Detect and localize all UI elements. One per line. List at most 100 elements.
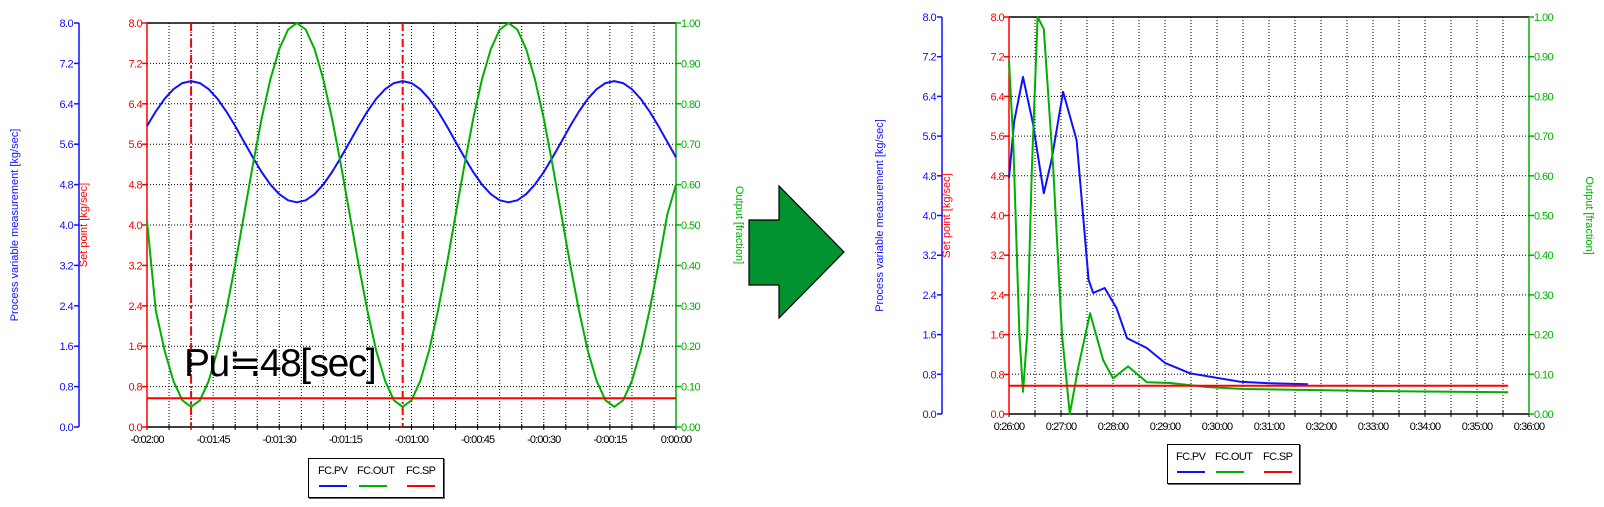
sp-axis-tick-label: 7.2 (991, 52, 1005, 64)
x-axis-tick-label: 0:33:00 (1358, 421, 1389, 433)
sp-axis-tick-label: 5.6 (991, 131, 1005, 143)
out-axis-tick-label: 0.80 (681, 99, 700, 111)
x-axis-tick-label: 0:34:00 (1410, 421, 1441, 433)
oscillation-trend-chart: 0.0 0.0 0.00 0.8 0.8 0.10 1.6 1.6 0.20 2.4 2.4 0.30… (9, 18, 745, 446)
sp-axis-tick-label: 4.0 (991, 211, 1005, 223)
sp-axis-tick-label: 1.6 (991, 330, 1005, 342)
sp-axis-tick-label: 3.2 (129, 260, 143, 272)
legend-label-out: FC.OUT (357, 465, 395, 477)
x-axis-tick-label: 0:32:00 (1306, 421, 1337, 433)
pv-axis-title: Process variable measurement [kg/sec] (9, 129, 21, 322)
sp-axis-tick-label: 3.2 (991, 250, 1005, 262)
pv-axis-tick-label: 4.0 (60, 220, 74, 232)
pv-axis-tick-label: 1.6 (60, 341, 74, 353)
sp-axis-tick-label: 0.8 (991, 369, 1005, 381)
out-axis-tick-label: 0.00 (681, 422, 700, 434)
out-axis-tick-label: 0.20 (681, 341, 700, 353)
pv-axis-tick-label: 6.4 (923, 91, 937, 103)
sp-axis-tick-label: 8.0 (991, 12, 1005, 24)
x-axis-tick-label: -0:01:45 (197, 434, 231, 446)
pv-axis-tick-label: 8.0 (923, 12, 937, 24)
pv-axis-tick-label: 6.4 (60, 99, 74, 111)
out-axis-tick-label: 0.50 (681, 220, 700, 232)
sp-axis-tick-label: 0.8 (129, 382, 143, 394)
x-axis-tick-label: -0:01:15 (329, 434, 363, 446)
out-axis-tick-label: 0.00 (1534, 409, 1553, 421)
pv-axis-tick-label: 4.8 (60, 180, 74, 192)
x-axis-tick-label: 0:30:00 (1202, 421, 1233, 433)
pv-axis-tick-label: 4.0 (923, 211, 937, 223)
out-axis-tick-label: 0.60 (681, 180, 700, 192)
x-axis-tick-label: -0:00:30 (527, 434, 561, 446)
pv-axis-tick-label: 4.8 (923, 171, 937, 183)
tuned-response-trend-chart: 0.0 0.0 0.00 0.8 0.8 0.10 1.6 1.6 0.20 2.4 2.4 0.30… (874, 12, 1595, 433)
legend-label-pv: FC.PV (318, 465, 348, 477)
out-axis-tick-label: 1.00 (1534, 12, 1553, 24)
series-line-fc-pv (1008, 76, 1309, 386)
sp-axis-title: Set point [kg/sec] (78, 183, 90, 267)
pv-axis-tick-label: 7.2 (923, 52, 937, 64)
sp-axis-tick-label: 5.6 (129, 139, 143, 151)
out-axis-tick-label: 0.10 (1534, 369, 1553, 381)
pv-axis-tick-label: 7.2 (60, 58, 74, 70)
pv-axis-tick-label: 2.4 (923, 290, 937, 302)
out-axis-tick-label: 0.70 (681, 139, 700, 151)
pv-axis-tick-label: 5.6 (60, 139, 74, 151)
legend-label-out: FC.OUT (1215, 451, 1253, 463)
sp-axis-tick-label: 4.8 (991, 171, 1005, 183)
pv-axis-title: Process variable measurement [kg/sec] (874, 119, 886, 312)
legend-swatch-sp (1264, 471, 1292, 473)
sp-axis-tick-label: 2.4 (129, 301, 143, 313)
sp-axis-tick-label: 2.4 (991, 290, 1005, 302)
x-axis-tick-label: 0:28:00 (1098, 421, 1129, 433)
x-axis-tick-label: -0:00:45 (461, 434, 495, 446)
pv-axis-tick-label: 0.8 (923, 369, 937, 381)
pv-axis-tick-label: 0.8 (60, 382, 74, 394)
sp-axis-tick-label: 4.0 (129, 220, 143, 232)
out-axis-tick-label: 0.30 (681, 301, 700, 313)
x-axis-tick-label: -0:02:00 (130, 434, 164, 446)
pv-axis-tick-label: 8.0 (60, 18, 74, 30)
legend-swatch-pv (319, 485, 347, 487)
legend-label-pv: FC.PV (1176, 451, 1206, 463)
out-axis-tick-label: 0.40 (1534, 250, 1553, 262)
out-axis-tick-label: 0.20 (1534, 330, 1553, 342)
sp-axis-tick-label: 0.0 (129, 422, 143, 434)
ultimate-period-annotation: Pu≒48[sec] (184, 342, 377, 385)
x-axis-tick-label: 0:36:00 (1514, 421, 1545, 433)
legend-left-chart: FC.PV FC.OUT FC.SP (308, 458, 444, 498)
sp-axis-tick-label: 7.2 (129, 58, 143, 70)
x-axis-tick-label: -0:00:15 (593, 434, 627, 446)
sp-axis-tick-label: 6.4 (129, 99, 143, 111)
legend-right-chart: FC.PV FC.OUT FC.SP (1167, 444, 1300, 484)
legend-swatch-pv (1177, 471, 1205, 473)
out-axis-tick-label: 0.60 (1534, 171, 1553, 183)
out-axis-tick-label: 0.40 (681, 260, 700, 272)
out-axis-title: Output [fraction] (1583, 176, 1595, 254)
legend-swatch-out (1216, 471, 1244, 473)
arrow-right-icon (748, 184, 845, 320)
sp-axis-tick-label: 1.6 (129, 341, 143, 353)
x-axis-tick-label: -0:01:30 (263, 434, 297, 446)
sp-axis-tick-label: 0.0 (991, 409, 1005, 421)
pv-axis-tick-label: 0.0 (60, 422, 74, 434)
pv-axis-tick-label: 0.0 (923, 409, 937, 421)
x-axis-tick-label: 0:35:00 (1462, 421, 1493, 433)
out-axis-tick-label: 0.10 (681, 382, 700, 394)
sp-axis-tick-label: 4.8 (129, 180, 143, 192)
series-line-fc-pv (146, 80, 677, 204)
out-axis-tick-label: 1.00 (681, 18, 700, 30)
legend-swatch-sp (407, 485, 435, 487)
out-axis-title: Output [fraction] (733, 186, 745, 264)
out-axis-tick-label: 0.30 (1534, 290, 1553, 302)
x-axis-tick-label: -0:01:00 (395, 434, 429, 446)
out-axis-tick-label: 0.90 (1534, 52, 1553, 64)
pv-axis-tick-label: 2.4 (60, 301, 74, 313)
x-axis-tick-label: 0:31:00 (1254, 421, 1285, 433)
sp-axis-title: Set point [kg/sec] (941, 173, 953, 257)
pv-axis-tick-label: 5.6 (923, 131, 937, 143)
sp-axis-tick-label: 8.0 (129, 18, 143, 30)
legend-label-sp: FC.SP (1263, 451, 1293, 463)
sp-axis-tick-label: 6.4 (991, 91, 1005, 103)
